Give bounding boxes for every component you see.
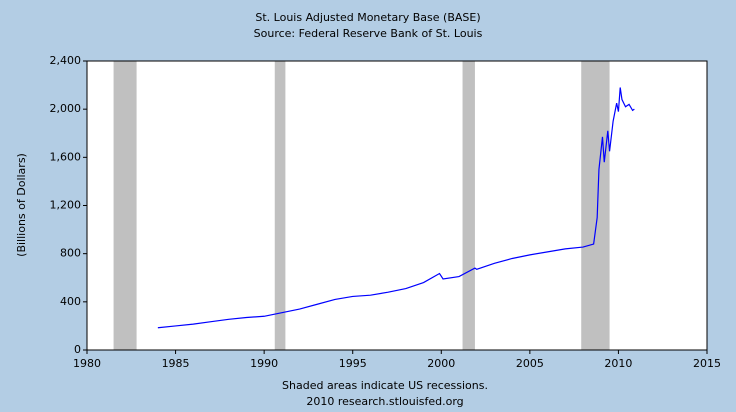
y-tick-label: 0	[74, 343, 81, 356]
y-tick-label: 400	[60, 295, 81, 308]
x-tick-label: 2005	[516, 357, 544, 370]
note: 2010 research.stlouisfed.org	[306, 395, 463, 408]
recession-band	[581, 61, 610, 350]
y-tick-label: 2,400	[50, 54, 82, 67]
x-tick-label: 1990	[250, 357, 278, 370]
x-tick-label: 1995	[339, 357, 367, 370]
plot-border	[86, 60, 708, 351]
data-line	[157, 87, 635, 329]
x-tick-label: 2000	[427, 357, 455, 370]
y-tick-label: 1,200	[50, 199, 82, 212]
x-tick-label: 1985	[162, 357, 190, 370]
recession-band	[462, 61, 475, 350]
chart-subtitle: Source: Federal Reserve Bank of St. Loui…	[254, 27, 483, 40]
x-tick-label: 2010	[604, 357, 632, 370]
x-tick-label: 2015	[693, 357, 721, 370]
y-tick-label: 1,600	[50, 150, 82, 163]
chart-title: St. Louis Adjusted Monetary Base (BASE)	[255, 11, 480, 24]
plot-area	[87, 61, 707, 350]
y-tick-label: 800	[60, 247, 81, 260]
x-tick-label: 1980	[73, 357, 101, 370]
y-tick-label: 2,000	[50, 102, 82, 115]
y-axis-label: (Billions of Dollars)	[15, 153, 28, 257]
recession-band	[274, 61, 286, 350]
note: Shaded areas indicate US recessions.	[282, 379, 488, 392]
recession-band	[113, 61, 137, 350]
